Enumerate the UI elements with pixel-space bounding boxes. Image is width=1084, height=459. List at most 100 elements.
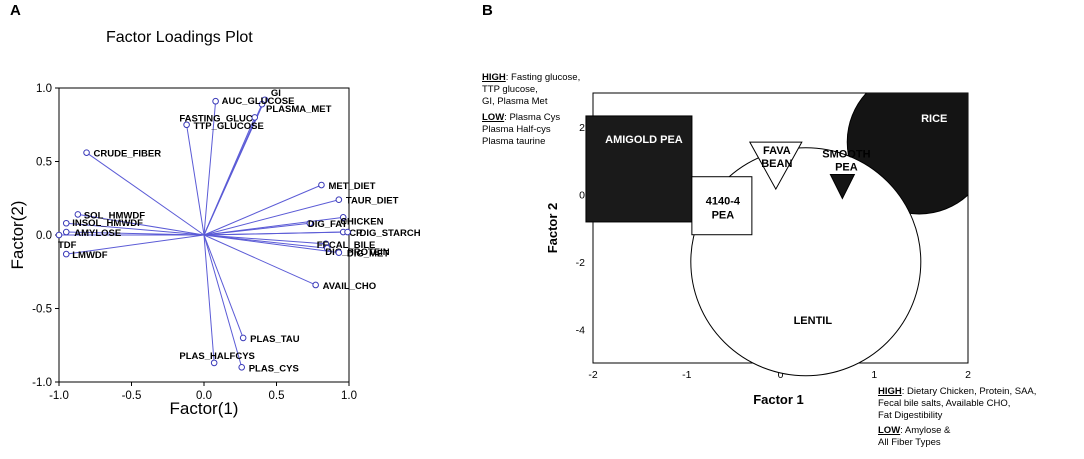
loading-point-crude-fiber — [83, 149, 90, 156]
loading-label-taur-diet: TAUR_DIET — [346, 196, 399, 207]
loading-point-amylose — [62, 228, 70, 236]
note-top-high-label: HIGH — [482, 72, 506, 83]
note-bottom-high-text: : Dietary Chicken, Protein, SAA, — [901, 386, 1037, 397]
loading-point-plasma-met — [258, 100, 266, 108]
loading-point-met-diet — [318, 181, 325, 189]
loading-vector — [203, 234, 215, 363]
loading-label-cp: CP — [349, 228, 363, 239]
note-bottom-high-line: Fecal bile salts, Available CHO, — [878, 398, 1011, 409]
y-tick-label-a: -1.0 — [32, 377, 52, 389]
note-bottom: HIGH: Dietary Chicken, Protein, SAA, Fec… — [878, 386, 1036, 449]
loading-label-auc-glucose: AUC_GLUCOSE — [222, 96, 295, 107]
x-tick-label-a: 0.0 — [196, 390, 212, 402]
loading-point-gi — [261, 96, 269, 104]
x-tick-label-a: -1.0 — [49, 390, 69, 402]
loading-label-plas-cys: PLAS_CYS — [249, 363, 299, 374]
y-tick-label-a: -0.5 — [32, 304, 52, 316]
note-bottom-high-line: Fat Digestibility — [878, 410, 943, 421]
y-axis-label-b: Factor 2 — [545, 203, 560, 254]
loading-point-dig-protein — [323, 244, 331, 252]
loading-point-plas-cys — [238, 364, 245, 371]
note-bottom-high-label: HIGH — [878, 386, 902, 397]
panel-label-b: B — [482, 2, 493, 19]
y-tick-label-a: 1.0 — [36, 83, 52, 95]
loading-label-lmwdf: LMWDF — [72, 250, 108, 261]
loading-point-plas-tau — [239, 334, 247, 342]
group-label-4140-4-pea: 4140-4 — [706, 196, 741, 208]
x-tick-label-a: -0.5 — [122, 390, 142, 402]
group-fava-bean — [748, 141, 803, 191]
x-tick-label-b: 0 — [778, 369, 784, 381]
loading-point-dig-fat — [306, 219, 314, 227]
loading-point-fasting-gluc — [251, 114, 259, 121]
group-label-smooth-pea: SMOOTH — [822, 148, 870, 160]
loading-vector — [203, 234, 339, 254]
loading-label-chicken: CHICKEN — [340, 216, 383, 227]
loading-vector — [203, 101, 217, 236]
loading-label-plas-halfcys: PLAS_HALFCYS — [179, 351, 254, 362]
loading-point-tdf — [55, 231, 63, 239]
loading-label-sol-hmwdf: SOL_HMWDF — [84, 210, 145, 221]
loading-label-met-diet: MET_DIET — [328, 181, 375, 192]
loading-vector — [203, 222, 310, 236]
note-bottom-low-line: All Fiber Types — [878, 437, 941, 448]
loading-label-gi: GI — [271, 88, 281, 99]
loading-point-auc-glucose — [212, 97, 219, 105]
note-bottom-low-label: LOW — [878, 425, 901, 436]
note-top-low-text: : Plasma Cys — [504, 112, 561, 123]
group-4140-4-pea — [691, 176, 753, 236]
loading-label-dig-met: DIG_MET — [347, 249, 389, 260]
y-tick-label-b: -2 — [576, 257, 585, 269]
loading-vector — [66, 222, 205, 236]
loading-label-fecal-bile: FECAL_BILE — [317, 240, 376, 251]
group-label-fava-bean: BEAN — [761, 158, 792, 170]
group-label-fava-bean: FAVA — [763, 145, 791, 157]
note-top-high-text: : Fasting glucose, — [505, 72, 581, 83]
y-tick-label-a: 0.5 — [36, 157, 52, 169]
note-top-low-label: LOW — [482, 112, 505, 123]
y-tick-label-b: 0 — [579, 189, 585, 201]
y-tick-label-b: -4 — [576, 324, 585, 336]
loading-label-fasting-gluc: FASTING_GLUC — [179, 113, 253, 124]
loading-vector — [186, 124, 205, 236]
group-label-rice: RICE — [921, 113, 947, 125]
loading-vector — [77, 213, 205, 236]
loading-label-dig-protein: DIG_PROTEIN — [325, 247, 390, 258]
loading-vector — [203, 231, 348, 236]
loading-point-plas-halfcys — [210, 359, 218, 367]
x-axis-label-b: Factor 1 — [753, 392, 804, 407]
group-smooth-pea — [829, 173, 856, 200]
note-top: HIGH: Fasting glucose, TTP glucose, GI, … — [482, 72, 580, 148]
x-tick-label-b: -1 — [682, 369, 691, 381]
loading-label-tdf: TDF — [58, 240, 77, 251]
loading-point-chicken — [339, 214, 347, 221]
loading-point-insol-hmwdf — [62, 219, 70, 227]
loading-label-plasma-met: PLASMA_MET — [266, 104, 332, 115]
loading-vector — [203, 234, 243, 368]
loading-label-ttp-glucose: TTP_GLUCOSE — [194, 121, 264, 132]
loading-point-taur-diet — [335, 196, 343, 204]
loading-point-dig-starch — [344, 228, 351, 236]
loading-vector — [86, 152, 205, 236]
loading-point-dig-met — [335, 249, 343, 256]
loading-label-dig-starch: DIG_STARCH — [360, 228, 421, 239]
x-axis-label-a: Factor(1) — [170, 399, 239, 418]
x-tick-label-b: -2 — [588, 369, 597, 381]
group-amigold-pea — [585, 115, 693, 223]
x-tick-label-a: 0.5 — [269, 390, 285, 402]
loading-vector — [203, 234, 244, 339]
x-tick-label-a: 1.0 — [341, 390, 357, 402]
loading-label-amylose: AMYLOSE — [74, 228, 121, 239]
loading-label-dig-fat: DIG_FAT — [308, 219, 348, 230]
loading-point-ttp-glucose — [183, 121, 190, 129]
loading-vector — [203, 234, 316, 286]
group-label-lentil: LENTIL — [794, 315, 833, 327]
loading-vector — [203, 199, 339, 236]
loading-vector — [203, 184, 322, 236]
loading-point-sol-hmwdf — [74, 211, 82, 218]
y-axis-label-a: Factor(2) — [8, 201, 27, 270]
x-tick-label-b: 2 — [965, 369, 971, 381]
loading-label-crude-fiber: CRUDE_FIBER — [94, 149, 162, 160]
note-top-high-line: TTP glucose, — [482, 84, 538, 95]
